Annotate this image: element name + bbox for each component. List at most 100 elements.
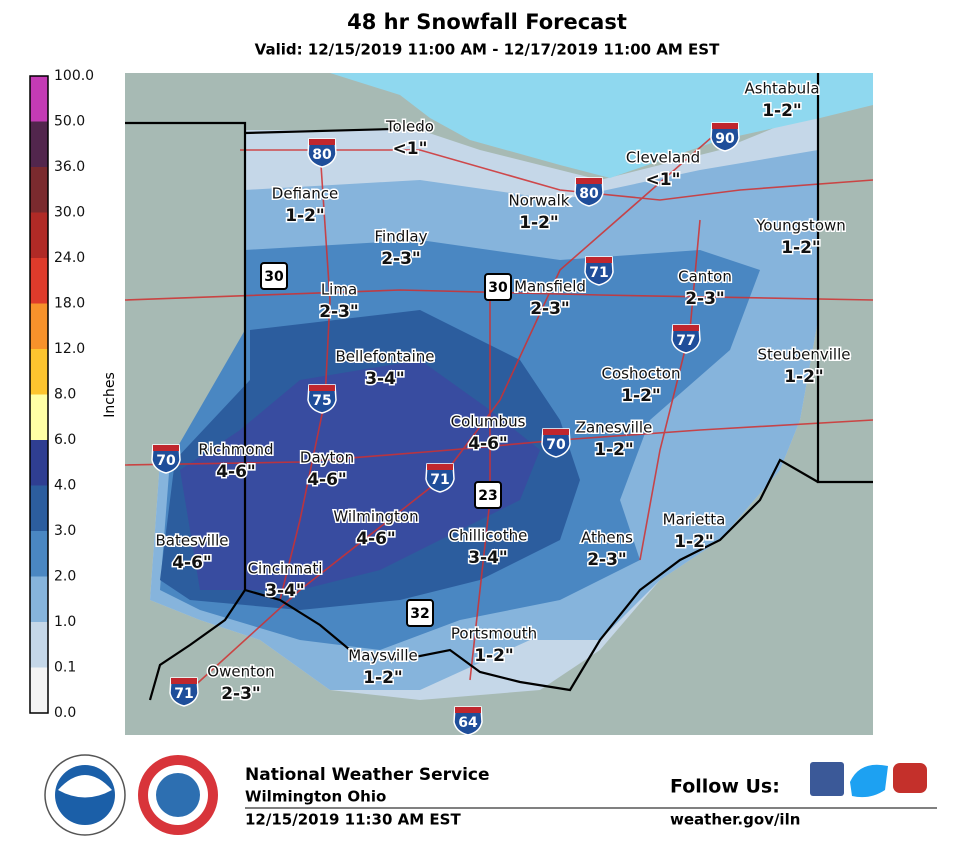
snow-amount: <1": [393, 139, 428, 159]
shield-number: 80: [579, 186, 599, 202]
city-name: Cincinnati: [248, 560, 323, 578]
legend-label: 0.1: [54, 660, 76, 676]
snow-amount: 3-4": [468, 548, 508, 568]
city-name: Batesville: [155, 532, 228, 550]
city-name: Findlay: [375, 228, 428, 246]
legend-swatch: [30, 531, 48, 577]
nws-logo: [138, 755, 218, 835]
city-name: Ashtabula: [744, 80, 819, 98]
snow-amount: 4-6": [468, 434, 508, 454]
legend-swatch: [30, 667, 48, 713]
snow-amount: 1-2": [674, 532, 714, 552]
legend-label: 1.0: [54, 614, 76, 630]
shield-number: 30: [264, 269, 284, 285]
legend-swatch: [30, 212, 48, 258]
map: [125, 73, 873, 735]
snow-amount: 3-4": [365, 369, 405, 389]
legend-frame: [29, 75, 49, 714]
snow-amount: 2-3": [221, 684, 261, 704]
shield-top: [712, 123, 738, 129]
legend-label: 50.0: [54, 114, 85, 130]
twitter-icon[interactable]: [850, 764, 888, 798]
shield-number: 71: [430, 472, 449, 488]
city-name: Chillicothe: [449, 527, 528, 545]
shield-number: 23: [478, 488, 497, 504]
shield-number: 70: [546, 437, 566, 453]
legend-label: 24.0: [54, 250, 85, 266]
location: Wilmington Ohio: [245, 788, 386, 806]
legend-swatch: [30, 121, 48, 167]
city-name: Wilmington: [333, 508, 418, 526]
legend-label: 0.0: [54, 705, 76, 721]
facebook-icon[interactable]: [810, 762, 844, 796]
shield-top: [309, 385, 335, 391]
interstate-shield: [671, 324, 701, 354]
city-name: Portsmouth: [451, 625, 537, 643]
snow-amount: 1-2": [363, 668, 403, 688]
follow-label: Follow Us:: [670, 776, 780, 798]
legend-swatch: [30, 576, 48, 622]
city-name: Coshocton: [602, 365, 681, 383]
interstate-shield: [574, 177, 604, 207]
city-name: Lima: [321, 281, 357, 299]
legend-swatch: [30, 303, 48, 349]
interstate-shield: [307, 138, 337, 168]
snow-amount: 4-6": [307, 470, 347, 490]
snow-amount: 2-3": [685, 289, 725, 309]
shield-number: 64: [458, 715, 478, 731]
interstate-shield: [710, 122, 740, 152]
shield-top: [586, 257, 612, 263]
shield-top: [153, 445, 179, 451]
legend-swatch: [30, 76, 48, 122]
legend-swatch: [30, 167, 48, 213]
legend-label: 6.0: [54, 432, 76, 448]
city-name: Richmond: [198, 441, 273, 459]
interstate-shield: [584, 256, 614, 286]
color-legend: 100.0 50.0 36.0 30.0 24.0 18.0 12.0 8.0 6.0 4.0 3.…: [29, 68, 94, 721]
interstate-shield: [541, 428, 571, 458]
us-shield: [474, 481, 502, 509]
legend-swatch: [30, 440, 48, 486]
legend-label: 36.0: [54, 159, 85, 175]
shield-top: [171, 678, 197, 684]
city-name: Canton: [678, 268, 732, 286]
interstate-shield: [169, 677, 199, 707]
snow-amount: 1-2": [621, 386, 661, 406]
snow-amount: 4-6": [356, 529, 396, 549]
interstate-shield: [453, 706, 483, 736]
snow-amount: 2-3": [587, 550, 627, 570]
snow-amount: 1-2": [474, 646, 514, 666]
snow-amount: 2-3": [530, 299, 570, 319]
city-name: Dayton: [300, 449, 354, 467]
legend-label: 3.0: [54, 523, 76, 539]
interstate-shield: [425, 463, 455, 493]
shield-number: 77: [676, 333, 695, 349]
snow-amount: 2-3": [319, 302, 359, 322]
us-shield: [260, 262, 288, 290]
legend-label: 30.0: [54, 205, 85, 221]
url[interactable]: weather.gov/iln: [670, 811, 800, 829]
interstate-shield: [151, 444, 181, 474]
us-shield: [484, 273, 512, 301]
shield-top: [543, 429, 569, 435]
legend-label: 8.0: [54, 387, 76, 403]
shield-number: 90: [715, 131, 735, 147]
subtitle: Valid: 12/15/2019 11:00 AM - 12/17/2019 …: [255, 41, 720, 59]
youtube-icon[interactable]: [893, 763, 927, 793]
city-name: Defiance: [272, 185, 338, 203]
city-name: Mansfield: [514, 278, 586, 296]
shield-top: [455, 707, 481, 713]
city-name: Norwalk: [509, 192, 570, 210]
city-name: Youngstown: [755, 217, 846, 235]
snow-amount: 1-2": [519, 213, 559, 233]
snow-amount: 1-2": [594, 440, 634, 460]
shield-number: 75: [312, 393, 331, 409]
shield-number: 70: [156, 453, 176, 469]
shield-top: [309, 139, 335, 145]
shield-number: 32: [410, 606, 429, 622]
noaa-logo: [44, 754, 126, 836]
title: 48 hr Snowfall Forecast: [347, 10, 627, 34]
legend-label: 2.0: [54, 569, 76, 585]
legend-label: 12.0: [54, 341, 85, 357]
